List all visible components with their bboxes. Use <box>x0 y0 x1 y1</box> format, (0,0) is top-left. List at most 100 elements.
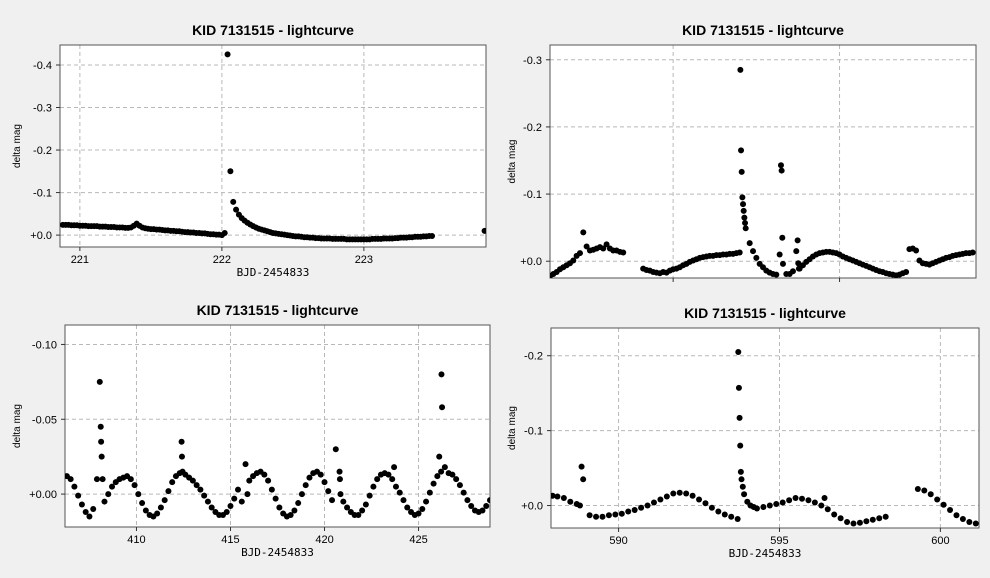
lightcurve-chart-2: 385 390 -0.3 -0.2 -0.1 +0.0 KID 7131515 - ligh… <box>507 22 977 310</box>
x-tick-label: 595 <box>770 535 788 547</box>
data-point <box>370 483 377 490</box>
data-point <box>242 461 249 468</box>
data-point <box>161 497 168 504</box>
data-point <box>794 237 801 244</box>
data-point <box>295 500 302 507</box>
data-point <box>483 503 490 510</box>
data-point <box>683 490 690 497</box>
data-point <box>934 496 941 503</box>
data-point <box>576 502 583 509</box>
data-point <box>728 513 735 520</box>
data-point <box>385 471 392 478</box>
data-point <box>98 438 105 445</box>
data-point <box>583 243 590 250</box>
data-point <box>799 495 806 502</box>
data-point <box>969 249 976 256</box>
data-point <box>844 519 851 526</box>
data-point <box>105 491 112 498</box>
data-point <box>419 506 426 513</box>
data-point <box>325 488 332 495</box>
data-point <box>238 498 245 505</box>
data-point <box>423 498 430 505</box>
data-point <box>746 240 753 247</box>
data-point <box>306 474 313 481</box>
data-point <box>708 504 715 511</box>
data-point <box>739 194 746 201</box>
data-point <box>631 507 638 514</box>
data-point <box>638 504 645 511</box>
data-point <box>750 248 757 255</box>
data-point <box>336 476 343 483</box>
data-point <box>78 501 85 508</box>
data-point <box>792 495 799 502</box>
data-point <box>670 490 677 497</box>
data-point <box>921 487 928 494</box>
data-point <box>276 504 283 511</box>
data-point <box>392 483 399 490</box>
y-tick-label: -0.1 <box>33 188 52 200</box>
data-point <box>336 468 343 475</box>
data-point <box>204 498 211 505</box>
y-axis-label: delta mag <box>507 406 518 450</box>
data-point <box>101 498 108 505</box>
data-point <box>389 476 396 483</box>
data-point <box>927 491 934 498</box>
data-point <box>227 503 234 510</box>
data-point <box>438 468 445 475</box>
data-point <box>793 248 800 255</box>
data-point <box>287 512 294 519</box>
data-point <box>291 507 298 514</box>
y-axis-label: delta mag <box>507 140 518 184</box>
data-point <box>779 260 786 267</box>
data-point <box>366 492 373 499</box>
x-tick-label: 420 <box>315 534 333 546</box>
lightcurve-panel-1: 221 222 223 -0.4 -0.3 -0.2 -0.1 +0.0 KID 7131515… <box>0 0 495 286</box>
data-point <box>131 482 138 489</box>
data-point <box>882 513 889 520</box>
y-tick-label: +0.0 <box>30 230 52 242</box>
data-point <box>736 414 743 421</box>
data-point <box>438 371 445 378</box>
data-point <box>460 489 467 496</box>
data-point <box>93 476 100 483</box>
x-tick-label: 425 <box>409 534 427 546</box>
lightcurve-chart-4: 590 595 600 -0.2 -0.1 +0.0 KID 7131515 - light… <box>507 305 980 560</box>
data-point <box>359 507 366 514</box>
chart-title: KID 7131515 - lightcurve <box>197 302 359 318</box>
data-point <box>776 251 783 258</box>
data-point <box>362 501 369 508</box>
data-point <box>620 249 627 256</box>
x-tick-label: 222 <box>213 254 231 266</box>
data-point <box>953 512 960 519</box>
data-point <box>231 495 238 502</box>
y-tick-label: -0.3 <box>33 103 52 115</box>
data-point <box>738 168 745 175</box>
data-point <box>650 499 657 506</box>
data-point <box>224 51 231 58</box>
data-point <box>109 483 116 490</box>
y-tick-label: -0.2 <box>524 351 543 363</box>
data-points <box>551 348 979 527</box>
data-point <box>876 515 883 522</box>
y-axis-label: delta mag <box>12 404 23 448</box>
data-point <box>742 219 749 226</box>
plot-frame <box>550 327 980 529</box>
data-point <box>551 492 556 499</box>
data-point <box>831 511 838 518</box>
data-point <box>453 476 460 483</box>
data-point <box>178 438 185 445</box>
data-point <box>98 453 105 460</box>
data-point <box>99 476 106 483</box>
data-point <box>586 512 593 519</box>
y-tick-label: -0.1 <box>523 189 542 201</box>
chart-title: KID 7131515 - lightcurve <box>192 22 354 38</box>
data-point <box>400 497 407 504</box>
data-point <box>738 147 745 154</box>
data-point <box>201 492 208 499</box>
data-point <box>689 492 696 499</box>
data-point <box>230 198 237 205</box>
data-point <box>913 247 920 254</box>
data-point <box>657 496 664 503</box>
data-point <box>914 486 921 493</box>
data-point <box>773 501 780 508</box>
